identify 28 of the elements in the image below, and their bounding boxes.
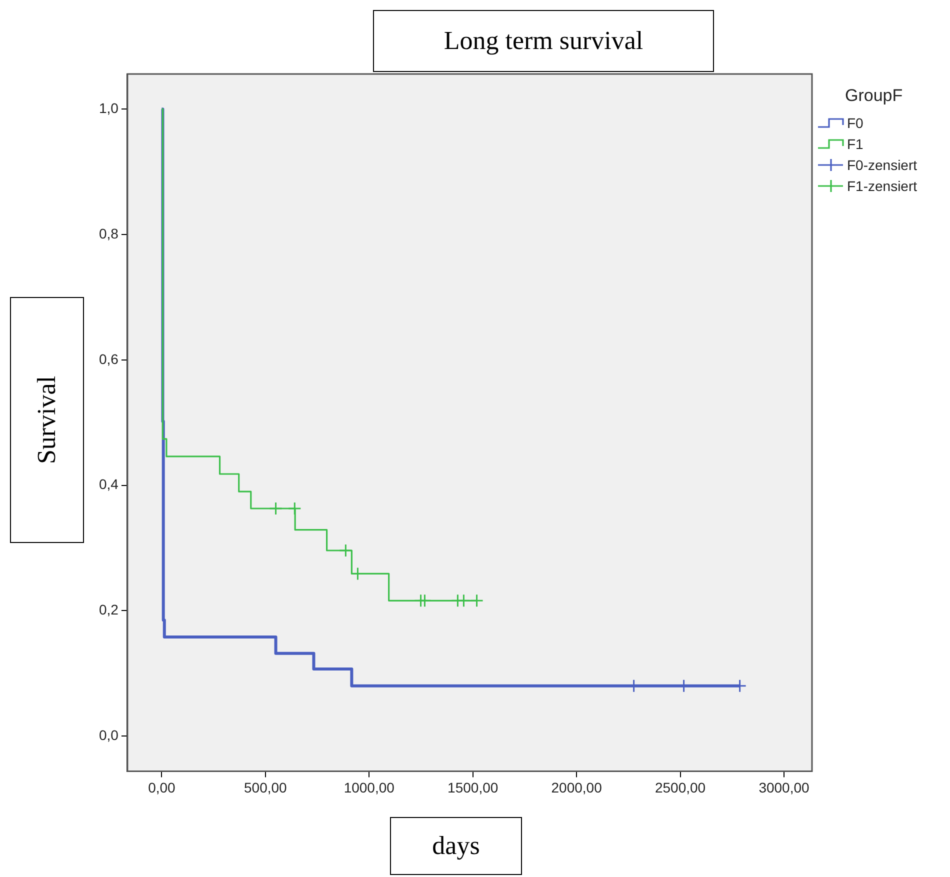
legend-label: F0	[847, 114, 864, 130]
x-tick-label: 500,00	[244, 779, 288, 796]
label-frame: days	[390, 817, 522, 875]
y-tick-label: 0,0	[98, 726, 119, 743]
point	[269, 502, 283, 516]
x-tick-label: 1000,00	[344, 779, 395, 796]
point	[418, 594, 432, 608]
y-axis-title: Survival	[32, 376, 62, 464]
point	[288, 502, 302, 516]
y-tick-label: 0,4	[98, 476, 119, 492]
point	[338, 544, 352, 558]
label-frame: Survival	[10, 297, 84, 543]
y-tick-label: 0,8	[98, 225, 119, 242]
x-tick-label: 1500,00	[448, 779, 498, 796]
point	[456, 594, 470, 608]
x-tick-label: 3000,00	[758, 779, 810, 796]
y-tick-label: 0,2	[98, 602, 119, 618]
y-tick-label: 1,0	[98, 100, 119, 116]
y-tick-label: 0,6	[98, 350, 119, 367]
x-tick-label: 2500,00	[654, 779, 706, 796]
legend-label: F0-zensiert	[847, 156, 918, 172]
legend-label: F1	[847, 136, 864, 152]
x-tick-label: 2000,00	[551, 779, 602, 796]
point	[470, 594, 484, 608]
title-frame: Long term survival	[373, 10, 714, 72]
legend-label: F1-zensiert	[847, 178, 918, 194]
legend-title: GroupF	[845, 86, 904, 106]
x-tick-label: 0,00	[148, 779, 176, 796]
